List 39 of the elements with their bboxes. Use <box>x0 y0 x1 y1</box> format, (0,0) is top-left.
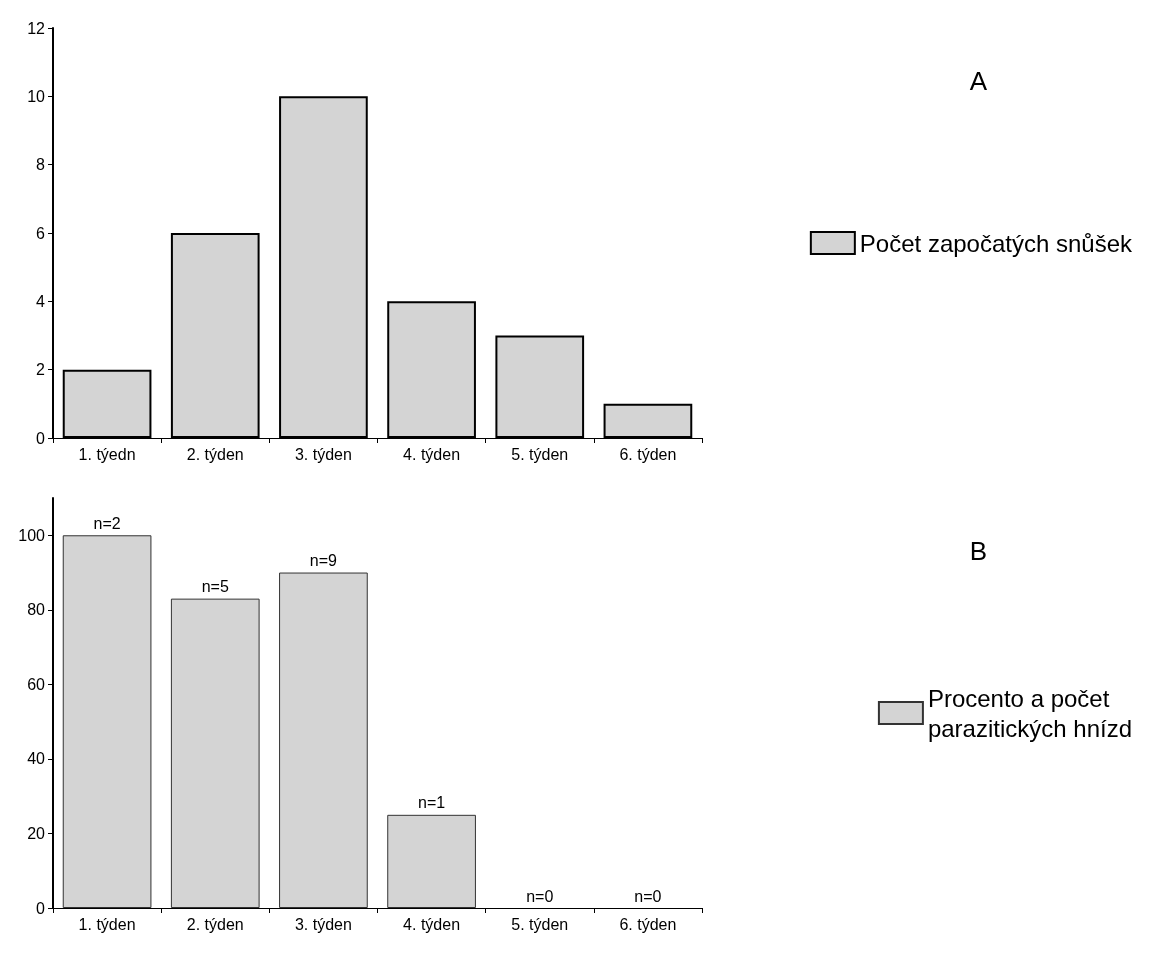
x-tick-label: 5. týden <box>511 915 569 933</box>
annotation: n=0 <box>634 887 662 905</box>
x-tick-label: 2. týden <box>186 915 244 933</box>
annotation: n=5 <box>201 578 229 596</box>
x-tick-label: 3. týden <box>294 915 352 933</box>
x-tick-label: 4. týden <box>403 445 461 463</box>
x-tick-label: 1. týden <box>78 915 136 933</box>
y-tick-label: 10 <box>27 87 46 105</box>
x-tick-label: 5. týden <box>511 445 569 463</box>
x-tick-label: 4. týden <box>403 915 461 933</box>
x-tick-label: 2. týden <box>186 445 244 463</box>
y-tick-label: 80 <box>27 601 46 619</box>
annotation: n=1 <box>418 794 446 812</box>
y-tick-label: 8 <box>36 156 46 174</box>
x-tick-label: 3. týden <box>294 445 352 463</box>
x-tick-label: 6. týden <box>619 445 677 463</box>
x-tick-label: 6. týden <box>619 915 677 933</box>
y-tick-label: 4 <box>36 292 46 310</box>
bar <box>279 572 368 908</box>
text: B <box>969 536 987 566</box>
annotation: n=2 <box>93 514 121 532</box>
bar <box>387 814 476 908</box>
y-tick-label: 40 <box>27 750 46 768</box>
x-tick-label: 1. týedn <box>78 445 136 463</box>
y-tick-label: 20 <box>27 824 46 842</box>
bar <box>170 598 260 908</box>
legend-label: Počet započatých snůšek <box>859 229 1133 257</box>
y-tick-label: 0 <box>36 429 46 447</box>
text: A <box>969 66 988 96</box>
y-tick-label: 100 <box>18 526 46 544</box>
y-tick-label: 0 <box>36 899 46 917</box>
bar <box>62 535 152 908</box>
legend-label: Procento a počet parazitických hnízd <box>927 684 1132 742</box>
y-tick-label: 2 <box>36 361 46 379</box>
y-tick-label: 60 <box>27 675 46 693</box>
y-tick-label: 6 <box>36 224 46 242</box>
annotation: n=9 <box>309 552 338 570</box>
y-tick-label: 12 <box>27 19 46 37</box>
annotation: n=0 <box>526 887 554 905</box>
